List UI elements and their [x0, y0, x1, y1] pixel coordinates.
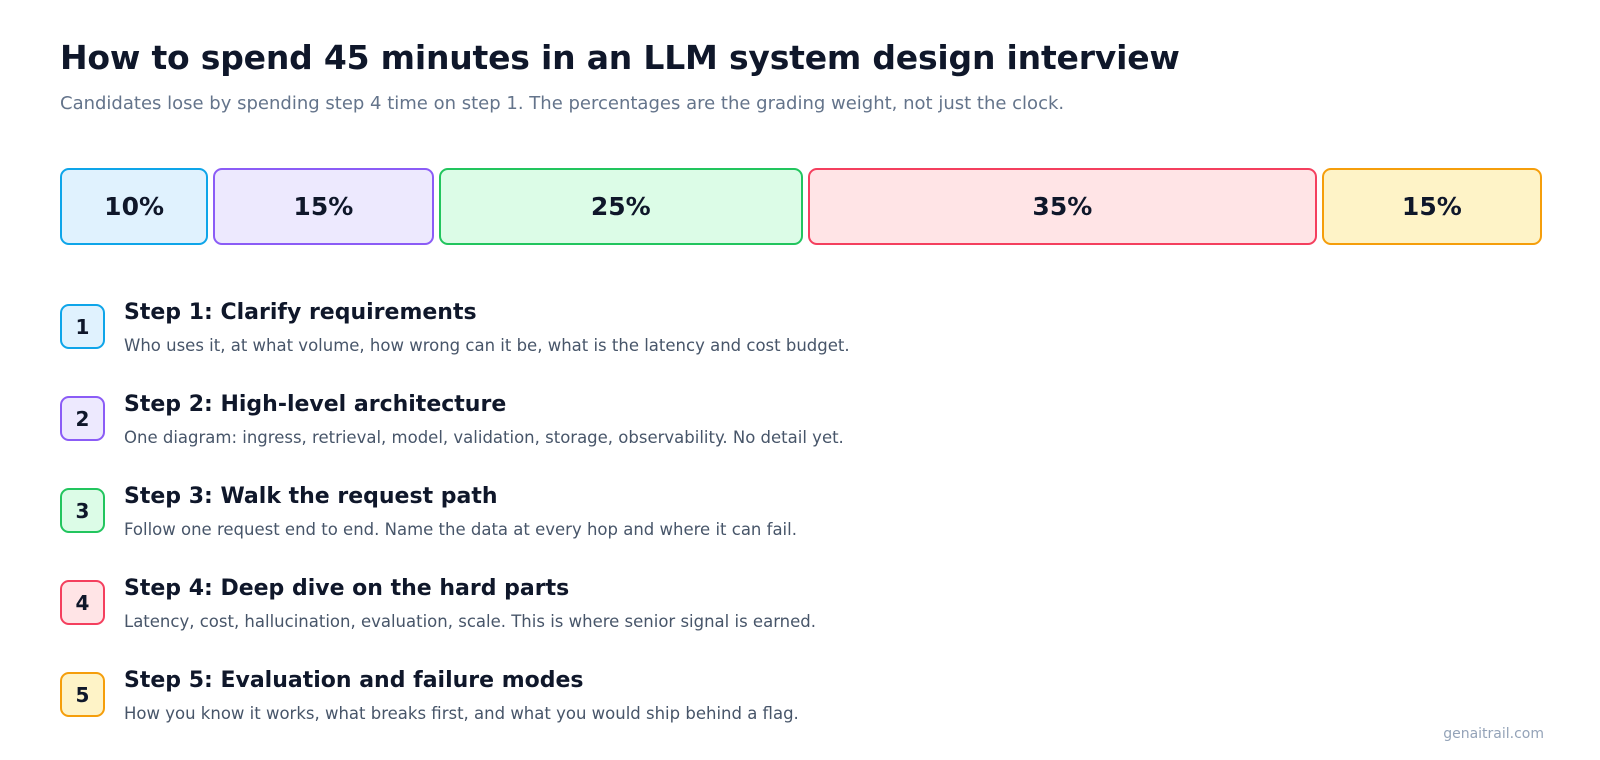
step-item-3: 3 Step 3: Walk the request path Follow o… [60, 484, 1160, 548]
site-credit: genaitrail.com [1443, 726, 1544, 742]
segment-step-3: 25% [438, 168, 803, 245]
segment-step-2: 15% [213, 168, 434, 245]
step-title: Step 4: Deep dive on the hard parts [124, 576, 570, 601]
step-description: One diagram: ingress, retrieval, model, … [124, 428, 844, 447]
step-title: Step 1: Clarify requirements [124, 300, 477, 325]
segment-step-1: 10% [60, 168, 209, 245]
step-number-badge: 4 [60, 580, 105, 625]
step-description: Latency, cost, hallucination, evaluation… [124, 612, 817, 631]
step-item-5: 5 Step 5: Evaluation and failure modes H… [60, 668, 1160, 732]
segment-step-5: 15% [1321, 168, 1542, 245]
page-title: How to spend 45 minutes in an LLM system… [60, 38, 1180, 77]
page-subtitle: Candidates lose by spending step 4 time … [60, 93, 1065, 114]
step-title: Step 2: High-level architecture [124, 392, 507, 417]
step-description: Follow one request end to end. Name the … [124, 520, 797, 539]
step-item-2: 2 Step 2: High-level architecture One di… [60, 392, 1160, 456]
step-description: How you know it works, what breaks first… [124, 704, 799, 723]
time-allocation-bar: 10% 15% 25% 35% 15% [60, 168, 1542, 245]
segment-step-4: 35% [808, 168, 1317, 245]
step-title: Step 5: Evaluation and failure modes [124, 668, 584, 693]
step-number-badge: 3 [60, 488, 105, 533]
step-number-badge: 5 [60, 672, 105, 717]
step-number-badge: 1 [60, 304, 105, 349]
step-item-4: 4 Step 4: Deep dive on the hard parts La… [60, 576, 1160, 640]
step-description: Who uses it, at what volume, how wrong c… [124, 336, 850, 355]
step-number-badge: 2 [60, 396, 105, 441]
step-title: Step 3: Walk the request path [124, 484, 498, 509]
step-item-1: 1 Step 1: Clarify requirements Who uses … [60, 300, 1160, 364]
